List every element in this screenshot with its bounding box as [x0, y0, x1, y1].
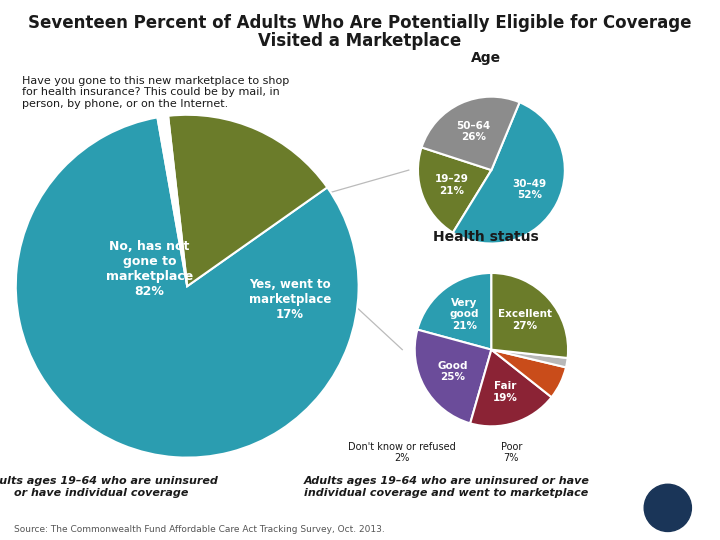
Wedge shape [492, 273, 568, 358]
Text: Health status: Health status [433, 230, 539, 244]
Wedge shape [470, 350, 552, 426]
Wedge shape [16, 117, 359, 457]
Wedge shape [453, 102, 564, 244]
Text: Source: The Commonwealth Fund Affordable Care Act Tracking Survey, Oct. 2013.: Source: The Commonwealth Fund Affordable… [14, 524, 385, 534]
Wedge shape [418, 273, 492, 350]
Text: No, has not
gone to
marketplace
82%: No, has not gone to marketplace 82% [106, 240, 193, 298]
Wedge shape [421, 97, 520, 170]
Wedge shape [418, 147, 492, 233]
Text: Poor
7%: Poor 7% [500, 442, 522, 463]
Text: Seventeen Percent of Adults Who Are Potentially Eligible for Coverage: Seventeen Percent of Adults Who Are Pote… [28, 14, 692, 31]
Text: 19–29
21%: 19–29 21% [434, 174, 468, 195]
Wedge shape [492, 350, 566, 397]
Text: 50–64
26%: 50–64 26% [456, 120, 491, 142]
Text: THE: THE [661, 499, 675, 504]
Text: 30–49
52%: 30–49 52% [512, 179, 546, 200]
Wedge shape [415, 329, 492, 423]
Text: Age: Age [471, 51, 501, 65]
Text: FUND: FUND [659, 517, 677, 522]
Text: Visited a Marketplace: Visited a Marketplace [258, 32, 462, 50]
Text: Adults ages 19–64 who are uninsured or have
individual coverage and went to mark: Adults ages 19–64 who are uninsured or h… [303, 476, 590, 498]
Text: Yes, went to
marketplace
17%: Yes, went to marketplace 17% [249, 279, 331, 321]
Text: Fair
19%: Fair 19% [492, 381, 518, 403]
Wedge shape [158, 116, 187, 286]
Text: Adults ages 19–64 who are uninsured
or have individual coverage: Adults ages 19–64 who are uninsured or h… [0, 476, 218, 498]
Text: Don't know or refused
2%: Don't know or refused 2% [348, 442, 456, 463]
Circle shape [644, 484, 691, 531]
Wedge shape [492, 350, 567, 367]
Text: Good
25%: Good 25% [438, 361, 468, 382]
Text: Have you gone to this new marketplace to shop
for health insurance? This could b: Have you gone to this new marketplace to… [22, 76, 289, 109]
Text: COMMON
WEALTH: COMMON WEALTH [654, 505, 681, 516]
Text: Very
good
21%: Very good 21% [449, 298, 479, 331]
Text: Excellent
27%: Excellent 27% [498, 309, 552, 331]
Wedge shape [168, 115, 328, 286]
